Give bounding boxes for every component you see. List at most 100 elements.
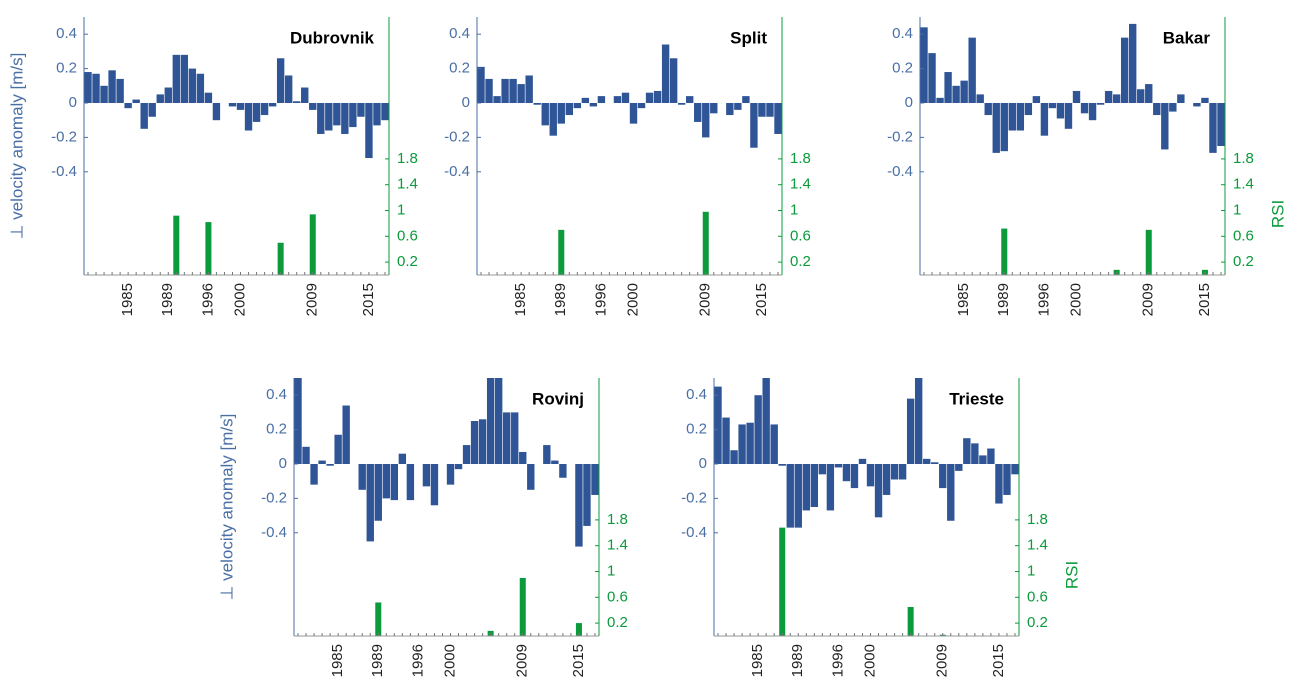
anomaly-bar <box>947 464 955 521</box>
anomaly-bar <box>317 103 325 134</box>
y2-tick-label: 1 <box>607 562 615 579</box>
anomaly-bar <box>551 460 559 464</box>
anomaly-bar <box>318 460 326 464</box>
anomaly-bar <box>454 464 463 470</box>
anomaly-bar <box>260 103 269 116</box>
anomaly-bar <box>955 464 963 471</box>
anomaly-bar <box>613 96 622 103</box>
anomaly-bar <box>746 422 754 464</box>
y-tick-label: -0.2 <box>681 489 707 506</box>
y2-tick-label: 0.6 <box>397 227 418 244</box>
x-tick-label: 1985 <box>955 283 972 316</box>
anomaly-bar <box>931 462 939 464</box>
anomaly-bar <box>661 44 670 103</box>
anomaly-bar <box>750 103 758 148</box>
anomaly-bar <box>960 80 968 103</box>
x-tick-label: 1996 <box>592 283 609 316</box>
anomaly-bar <box>1153 103 1161 116</box>
anomaly-bar <box>108 70 116 103</box>
anomaly-bar <box>301 87 309 103</box>
anomaly-bar <box>702 103 710 138</box>
anomaly-bar <box>100 85 108 103</box>
x-tick-label: 1985 <box>329 644 346 677</box>
anomaly-bar <box>373 103 381 126</box>
anomaly-bar <box>1008 103 1016 131</box>
y-tick-label: -0.4 <box>444 163 470 180</box>
anomaly-bar <box>774 103 782 134</box>
anomaly-bar <box>326 464 334 466</box>
anomaly-bar <box>923 458 931 464</box>
y2-tick-label: 1 <box>1233 201 1241 218</box>
anomaly-bar <box>742 96 750 103</box>
anomaly-bar <box>244 103 253 131</box>
anomaly-bar <box>1201 97 1209 103</box>
anomaly-bar <box>84 72 92 103</box>
rsi-bar <box>1001 228 1008 275</box>
y-tick-label: 0.2 <box>686 421 707 438</box>
y2-tick-label: 1.4 <box>607 537 628 554</box>
y-tick-label: -0.4 <box>887 163 913 180</box>
y2-tick-label: 0.2 <box>1027 614 1048 631</box>
anomaly-bar <box>858 458 867 464</box>
anomaly-bar <box>333 103 341 126</box>
y-tick-label: 0.2 <box>266 421 287 438</box>
x-tick-label: 2000 <box>861 644 878 677</box>
anomaly-bar <box>357 103 365 117</box>
anomaly-bar <box>722 417 730 464</box>
x-tick-label: 2015 <box>570 644 587 677</box>
rsi-bar <box>173 215 180 275</box>
y-tick-label: 0.4 <box>56 25 77 42</box>
anomaly-bar <box>976 94 984 103</box>
rsi-bar <box>1145 229 1152 275</box>
anomaly-bar <box>527 464 535 490</box>
anomaly-bar <box>533 103 541 105</box>
anomaly-bar <box>694 103 702 122</box>
anomaly-bar <box>987 448 995 464</box>
anomaly-bar <box>583 464 591 526</box>
anomaly-bar <box>501 78 509 103</box>
y-tick-label: -0.2 <box>444 128 470 145</box>
y2-tick-label: 1.4 <box>1233 176 1254 193</box>
y-tick-label: 0 <box>462 94 470 111</box>
x-tick-label: 1985 <box>749 644 766 677</box>
anomaly-bar <box>485 78 493 103</box>
anomaly-bar <box>565 103 573 116</box>
y2-tick-label: 1.4 <box>790 176 811 193</box>
anomaly-bar <box>1161 103 1169 150</box>
anomaly-bar <box>992 103 1000 153</box>
x-tick-label: 1989 <box>789 644 806 677</box>
anomaly-bar <box>906 398 915 464</box>
anomaly-bar <box>470 421 479 464</box>
y2-axis-label: RSI <box>1268 200 1287 228</box>
y-tick-label: 0.4 <box>892 25 913 42</box>
y-tick-label: 0.4 <box>266 386 287 403</box>
anomaly-bar <box>730 450 738 464</box>
anomaly-bar <box>936 97 944 103</box>
anomaly-bar <box>597 96 606 103</box>
y-tick-label: 0.4 <box>449 25 470 42</box>
anomaly-bar <box>1096 103 1105 105</box>
anomaly-bar <box>462 445 471 464</box>
anomaly-bar <box>653 90 662 103</box>
anomaly-bar <box>430 464 439 506</box>
anomaly-bar <box>928 53 936 103</box>
anomaly-bar <box>382 464 390 499</box>
y-axis-label: ⊥ velocity anomaly [m/s] <box>217 414 236 601</box>
anomaly-bar <box>503 412 511 464</box>
anomaly-bar <box>284 75 293 103</box>
anomaly-bar <box>358 464 366 490</box>
anomaly-bar <box>477 66 485 103</box>
y2-tick-label: 1 <box>397 201 405 218</box>
anomaly-bar <box>1088 103 1097 121</box>
rsi-bar <box>558 229 565 275</box>
y2-tick-label: 1.8 <box>397 150 418 167</box>
x-tick-label: 2009 <box>934 644 951 677</box>
y-tick-label: 0.2 <box>56 60 77 77</box>
anomaly-bar <box>493 96 501 103</box>
anomaly-bar <box>132 99 140 103</box>
anomaly-bar <box>589 103 598 107</box>
anomaly-bar <box>573 103 582 109</box>
anomaly-bar <box>92 73 100 103</box>
anomaly-bar <box>1032 96 1041 103</box>
